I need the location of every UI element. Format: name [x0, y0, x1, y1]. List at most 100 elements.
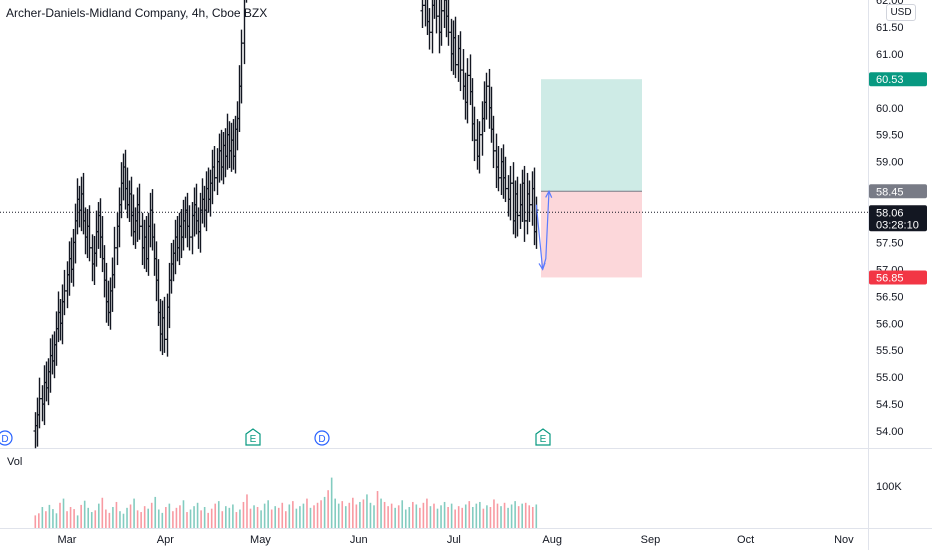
- volume-bar: [535, 504, 538, 528]
- volume-bar: [157, 509, 160, 528]
- volume-bar: [394, 507, 396, 528]
- volume-bar: [412, 501, 414, 528]
- time-tick-label: Nov: [834, 534, 854, 546]
- marker-letter: E: [540, 434, 547, 445]
- volume-bar: [426, 498, 428, 528]
- volume-bar: [281, 502, 284, 528]
- volume-bar: [369, 502, 372, 528]
- volume-bar: [83, 500, 86, 528]
- projection-arrow[interactable]: [535, 189, 553, 271]
- volume-bar: [507, 507, 509, 528]
- volume-bar: [376, 491, 379, 528]
- target-price-tag-text: 60.53: [876, 74, 904, 86]
- currency-button[interactable]: USD: [886, 4, 916, 21]
- marker-letter: D: [1, 434, 8, 445]
- ohlc-bar: [432, 0, 436, 19]
- volume-bar: [302, 503, 305, 528]
- time-tick-label: Jul: [447, 534, 461, 546]
- earnings-marker[interactable]: E: [535, 428, 551, 446]
- volume-bar: [105, 509, 107, 528]
- marker-letter: E: [250, 434, 257, 445]
- volume-bar: [154, 496, 157, 528]
- volume-bar: [383, 501, 386, 528]
- volume-bar: [489, 507, 492, 528]
- price-tick-label: 61.50: [876, 22, 904, 34]
- volume-bar: [193, 506, 195, 528]
- time-tick-label: Mar: [58, 534, 77, 546]
- volume-bar: [256, 507, 259, 528]
- dividend-marker[interactable]: D: [0, 430, 13, 446]
- price-tick-label: 59.50: [876, 130, 904, 142]
- stop-price-tag-bg: [869, 270, 927, 285]
- volume-bar: [214, 503, 217, 528]
- earnings-marker[interactable]: E: [245, 428, 261, 446]
- axes: 62.0061.5061.0060.5060.0059.5059.0058.50…: [58, 0, 904, 546]
- volume-bar: [179, 505, 181, 528]
- dividend-marker[interactable]: D: [314, 430, 330, 446]
- volume-bar: [267, 500, 269, 528]
- volume-axis-label: 100K: [876, 481, 902, 493]
- volume-bar: [38, 513, 40, 528]
- volume-bar: [528, 505, 531, 528]
- time-tick-label: Aug: [542, 534, 562, 546]
- volume-bar: [404, 509, 407, 528]
- volume-bar: [510, 504, 513, 528]
- volume-bar: [55, 513, 58, 528]
- marker-letter: D: [318, 434, 325, 445]
- time-tick-label: Sep: [641, 534, 661, 546]
- price-bars: [33, 0, 539, 449]
- volume-bar: [288, 504, 291, 528]
- volume-bar: [94, 510, 97, 528]
- volume-bar: [471, 507, 474, 528]
- ohlc-bar: [442, 0, 447, 29]
- volume-bar: [380, 498, 382, 528]
- volume-bar: [136, 510, 139, 528]
- volume-bar: [454, 509, 456, 528]
- dividend-badge: [314, 430, 330, 446]
- volume-bar: [200, 510, 202, 528]
- price-tick-label: 59.00: [876, 157, 904, 169]
- volume-bar: [387, 506, 389, 528]
- price-tick-label: 54.50: [876, 399, 904, 411]
- volume-bar: [90, 512, 93, 528]
- volume-bar: [260, 510, 262, 528]
- volume-bar: [277, 507, 280, 528]
- volume-bar: [274, 506, 277, 528]
- volume-bar: [468, 501, 471, 528]
- volume-bar: [69, 507, 72, 528]
- target-price-tag-bg: [869, 72, 927, 87]
- volume-bar: [401, 500, 404, 528]
- volume-bar: [521, 503, 523, 528]
- volume-bar: [48, 504, 51, 528]
- volume-bar: [249, 508, 252, 528]
- volume-bar: [76, 515, 79, 528]
- time-tick-label: Apr: [157, 534, 174, 546]
- volume-bar: [161, 512, 164, 528]
- volume-bar: [524, 502, 527, 528]
- volume-bar: [232, 504, 234, 528]
- volume-bar: [186, 512, 188, 528]
- volume-bar: [284, 511, 287, 528]
- volume-label: Vol: [7, 456, 23, 468]
- volume-bar: [87, 507, 90, 528]
- volume-bar: [175, 507, 178, 528]
- volume-bar: [80, 504, 82, 528]
- volume-bar: [52, 509, 54, 528]
- price-tick-label: 56.50: [876, 291, 904, 303]
- volume-bar: [97, 503, 100, 528]
- volume-bar: [246, 494, 248, 528]
- volume-bar: [263, 503, 266, 528]
- current-price-tag-bg: [869, 205, 927, 232]
- volume-bar: [316, 502, 319, 528]
- volume-bar: [133, 498, 135, 528]
- long-position-tool[interactable]: [541, 79, 642, 278]
- volume-bar: [514, 501, 516, 528]
- volume-bar: [362, 499, 365, 528]
- entry-price-tag-bg: [869, 184, 927, 199]
- projection-arrowhead: [545, 189, 553, 198]
- price-tick-label: 55.50: [876, 345, 904, 357]
- volume-bar: [433, 503, 435, 528]
- volume-bar: [415, 504, 418, 528]
